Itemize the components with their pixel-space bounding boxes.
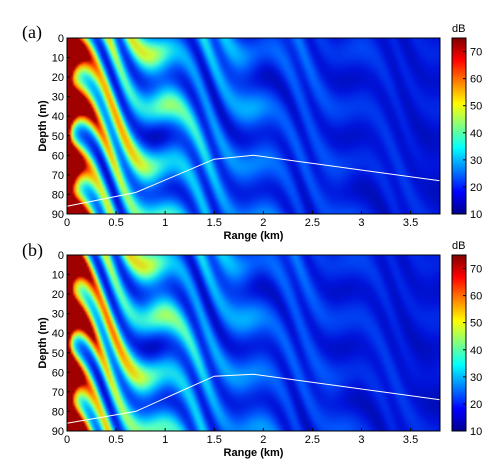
colorbar-tick-label: 10 (470, 209, 482, 221)
y-axis-label: Depth (m) (37, 317, 49, 369)
colorbar-tick-label: 50 (470, 101, 482, 113)
y-tick-label: 20 (52, 72, 64, 84)
colorbar-tick-label: 70 (470, 47, 482, 59)
x-tick-label: 2.5 (305, 434, 320, 446)
x-tick-label: 2.5 (305, 217, 320, 229)
y-tick-label: 0 (58, 33, 64, 45)
y-tick-label: 70 (52, 387, 64, 399)
x-axis-label: Range (km) (224, 230, 284, 242)
heatmap-field (67, 38, 440, 214)
y-tick-label: 80 (52, 189, 64, 201)
x-tick-label: 3.5 (403, 217, 418, 229)
x-axis-label: Range (km) (224, 447, 284, 459)
y-tick-label: 50 (52, 131, 64, 143)
y-tick-label: 30 (52, 92, 64, 104)
colorbar-tick-label: 30 (470, 155, 482, 167)
y-tick-label: 0 (58, 250, 64, 262)
colorbar-tick-label: 40 (470, 345, 482, 357)
y-tick-label: 10 (52, 53, 64, 65)
y-tick-label: 40 (52, 328, 64, 340)
y-tick-label: 60 (52, 150, 64, 162)
x-tick-label: 2 (260, 217, 266, 229)
colorbar (451, 37, 467, 215)
colorbar-tick-label: 10 (470, 426, 482, 438)
colorbar-tick-label: 50 (470, 318, 482, 330)
x-tick-label: 0.5 (108, 217, 123, 229)
bottom-profile-line (66, 154, 441, 207)
colorbar-tick-label: 20 (470, 182, 482, 194)
y-tick-label: 90 (52, 209, 64, 221)
colorbar-title: dB (452, 240, 465, 252)
x-tick-label: 0 (64, 434, 70, 446)
plot-frame (66, 37, 441, 215)
y-tick-label: 40 (52, 111, 64, 123)
colorbar (451, 254, 467, 432)
x-tick-label: 3 (358, 434, 364, 446)
plot-frame (66, 254, 441, 432)
y-tick-label: 80 (52, 406, 64, 418)
colorbar-tick-label: 20 (470, 399, 482, 411)
panel-label: (b) (22, 240, 43, 261)
colorbar-tick-label: 30 (470, 372, 482, 384)
x-tick-label: 3 (358, 217, 364, 229)
x-tick-label: 2 (260, 434, 266, 446)
y-tick-label: 60 (52, 367, 64, 379)
y-tick-label: 10 (52, 270, 64, 282)
colorbar-tick-label: 60 (470, 74, 482, 86)
x-tick-label: 1.5 (207, 434, 222, 446)
x-tick-label: 1.5 (207, 217, 222, 229)
heatmap-field (67, 255, 440, 431)
y-tick-label: 50 (52, 348, 64, 360)
y-tick-label: 30 (52, 309, 64, 321)
bottom-profile-line (66, 373, 441, 424)
colorbar-tick-label: 70 (470, 264, 482, 276)
panel-label: (a) (22, 22, 42, 43)
x-tick-label: 1 (162, 434, 168, 446)
x-tick-label: 0 (64, 217, 70, 229)
y-tick-label: 70 (52, 170, 64, 182)
colorbar-tick-label: 40 (470, 128, 482, 140)
x-tick-label: 1 (162, 217, 168, 229)
y-tick-label: 20 (52, 289, 64, 301)
colorbar-title: dB (452, 23, 465, 35)
colorbar-tick-label: 60 (470, 291, 482, 303)
y-tick-label: 90 (52, 426, 64, 438)
x-tick-label: 0.5 (108, 434, 123, 446)
x-tick-label: 3.5 (403, 434, 418, 446)
y-axis-label: Depth (m) (37, 100, 49, 152)
